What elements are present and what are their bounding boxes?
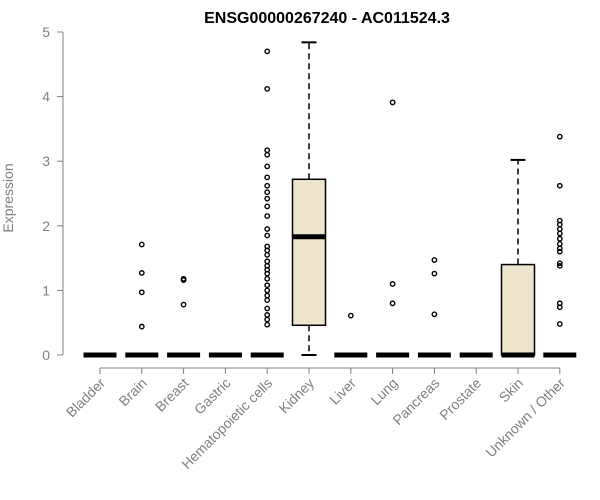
outlier-point (264, 163, 271, 170)
outlier-point (264, 226, 271, 232)
outlier-point (264, 282, 271, 289)
x-tick-label: Prostate (436, 375, 484, 423)
x-tick-label: Skin (496, 375, 527, 406)
box-group (125, 241, 159, 358)
x-tick-label: Lung (367, 375, 400, 408)
outlier-point (389, 99, 396, 106)
y-axis-label: Expression (0, 163, 16, 232)
outlier-point (347, 312, 354, 319)
outlier-point (264, 316, 271, 323)
outlier-point (264, 251, 271, 258)
box-group (167, 275, 201, 358)
box-group (291, 41, 327, 356)
outlier-point (556, 240, 563, 247)
outlier-point (556, 321, 563, 327)
outlier-point (264, 189, 271, 196)
x-tick-label: Liver (326, 375, 359, 408)
y-tick-label: 0 (42, 347, 50, 363)
outlier-point (264, 321, 271, 328)
outlier-point (556, 226, 563, 232)
outlier-point (264, 305, 271, 312)
outlier-point (264, 292, 271, 299)
x-tick-label: Bladder (63, 375, 109, 421)
outlier-point (264, 243, 271, 250)
box-body (500, 263, 536, 356)
y-tick-label: 2 (42, 218, 50, 234)
box-group (376, 99, 410, 358)
outlier-point (556, 262, 563, 269)
chart-title: ENSG00000267240 - AC011524.3 (204, 10, 450, 27)
outlier-point (264, 232, 271, 239)
outlier-point (264, 312, 271, 318)
outlier-point (264, 203, 271, 210)
outlier-point (264, 287, 271, 294)
x-tick-label: Brain (115, 375, 149, 409)
box-group (417, 257, 451, 358)
outlier-point (264, 195, 271, 202)
y-tick-label: 1 (42, 282, 50, 298)
outlier-point (556, 230, 563, 237)
outlier-point (264, 151, 271, 158)
outlier-point (264, 147, 271, 154)
outlier-point (431, 311, 438, 318)
outlier-point (180, 301, 187, 308)
outlier-point (138, 241, 145, 248)
outlier-point (556, 245, 563, 252)
x-tick-label: Unknown / Other (482, 375, 568, 461)
y-tick-label: 5 (42, 24, 50, 40)
x-tick-label: Breast (152, 375, 192, 415)
outlier-point (556, 235, 563, 242)
outlier-point (264, 275, 271, 282)
outlier-point (431, 257, 438, 263)
outlier-point (556, 217, 563, 224)
y-tick-label: 4 (42, 89, 50, 105)
box-body (291, 178, 327, 327)
box-group (250, 48, 284, 358)
box-group (334, 312, 368, 358)
y-tick-label: 3 (42, 153, 50, 169)
outlier-point (138, 289, 145, 296)
y-axis: 0 1 2 3 4 5 (42, 24, 64, 363)
outlier-point (264, 262, 271, 269)
outlier-point (264, 182, 271, 189)
box-group (543, 133, 577, 358)
outlier-point (556, 300, 563, 307)
outlier-point (389, 300, 396, 307)
outlier-point (556, 260, 563, 267)
outlier-point (138, 270, 145, 276)
x-tick-label: Kidney (276, 375, 318, 417)
outlier-point (556, 248, 563, 255)
outlier-point (556, 182, 563, 189)
outlier-point (556, 133, 563, 140)
outlier-point (264, 258, 271, 265)
outlier-point (431, 270, 438, 277)
outlier-point (264, 174, 271, 181)
boxes-layer (83, 41, 577, 358)
outlier-point (389, 281, 396, 287)
outlier-point (138, 323, 145, 330)
box-group (500, 158, 536, 358)
outlier-point (180, 275, 187, 282)
outlier-point (264, 48, 271, 55)
outlier-point (264, 297, 271, 303)
outlier-point (264, 85, 271, 92)
outlier-point (264, 213, 271, 220)
